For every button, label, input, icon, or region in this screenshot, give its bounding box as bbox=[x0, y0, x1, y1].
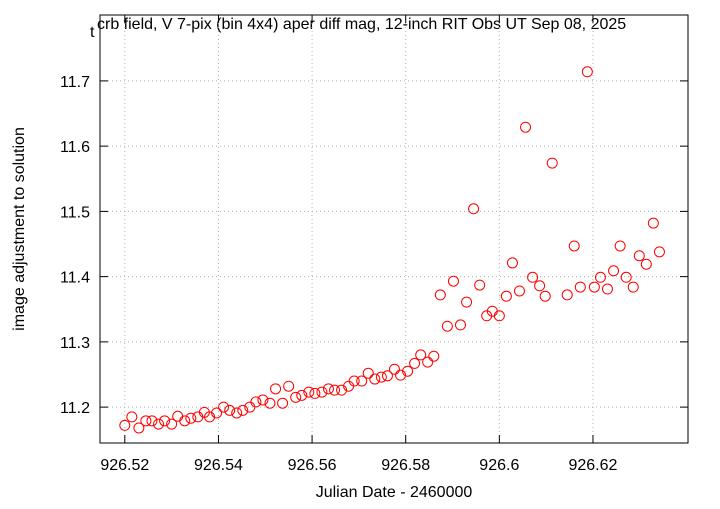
data-point bbox=[561, 289, 573, 301]
data-point bbox=[348, 375, 360, 387]
data-point bbox=[568, 240, 580, 252]
data-point bbox=[546, 157, 558, 169]
data-point bbox=[520, 121, 532, 133]
data-point bbox=[633, 250, 645, 262]
y-tick-label: 11.2 bbox=[60, 400, 90, 417]
data-point bbox=[329, 384, 341, 396]
data-point bbox=[647, 217, 659, 229]
data-point bbox=[506, 257, 518, 269]
data-point bbox=[277, 397, 289, 409]
data-point bbox=[441, 320, 453, 332]
data-point bbox=[402, 365, 414, 377]
data-point bbox=[185, 412, 197, 424]
data-point bbox=[454, 319, 466, 331]
data-point bbox=[395, 369, 407, 381]
chart-title: crb field, V 7-pix (bin 4x4) aper diff m… bbox=[97, 16, 626, 33]
y-axis-label: image adjustment to solution bbox=[11, 127, 28, 331]
x-tick-label: 926.6 bbox=[479, 457, 519, 474]
data-point bbox=[270, 383, 282, 395]
data-point bbox=[653, 246, 665, 258]
x-tick-label: 926.56 bbox=[288, 457, 337, 474]
data-point bbox=[594, 271, 606, 283]
data-point bbox=[574, 281, 586, 293]
data-point bbox=[362, 367, 374, 379]
y-tick-label: 11.5 bbox=[60, 204, 90, 221]
data-point bbox=[119, 419, 131, 431]
data-point bbox=[409, 357, 421, 369]
data-point bbox=[620, 271, 632, 283]
data-point bbox=[447, 275, 459, 287]
x-tick-label: 926.58 bbox=[381, 457, 430, 474]
data-point bbox=[211, 407, 223, 419]
data-point bbox=[434, 289, 446, 301]
data-point bbox=[581, 66, 593, 78]
data-point bbox=[250, 396, 262, 408]
data-point bbox=[296, 389, 308, 401]
plot-frame bbox=[99, 14, 689, 444]
data-point bbox=[322, 383, 334, 395]
data-point bbox=[513, 285, 525, 297]
data-point bbox=[172, 410, 184, 422]
data-point bbox=[166, 418, 178, 430]
data-point bbox=[146, 415, 158, 427]
data-point bbox=[428, 350, 440, 362]
data-point bbox=[527, 271, 539, 283]
data-point bbox=[474, 279, 486, 291]
data-point bbox=[140, 415, 152, 427]
data-point bbox=[290, 391, 302, 403]
data-point bbox=[204, 411, 216, 423]
data-point bbox=[627, 281, 639, 293]
data-point bbox=[153, 418, 165, 430]
data-point bbox=[356, 375, 368, 387]
data-point bbox=[369, 373, 381, 385]
data-point bbox=[422, 356, 434, 368]
data-point bbox=[264, 397, 276, 409]
data-point bbox=[316, 386, 328, 398]
x-tick-label: 926.52 bbox=[100, 457, 149, 474]
y-tick-label: 11.7 bbox=[60, 74, 90, 91]
data-point bbox=[224, 404, 236, 416]
x-tick-label: 926.62 bbox=[568, 457, 617, 474]
data-point bbox=[468, 203, 480, 215]
title-subscript: t bbox=[90, 24, 95, 41]
data-point bbox=[614, 240, 626, 252]
data-point bbox=[159, 415, 171, 427]
data-point bbox=[375, 371, 387, 383]
data-point bbox=[493, 310, 505, 322]
x-axis-label: Julian Date - 2460000 bbox=[316, 484, 473, 501]
data-point bbox=[237, 404, 249, 416]
data-point bbox=[303, 386, 315, 398]
y-tick-label: 11.4 bbox=[60, 270, 90, 287]
data-point bbox=[461, 296, 473, 308]
data-point bbox=[133, 422, 145, 434]
data-point bbox=[588, 281, 600, 293]
data-point bbox=[415, 349, 427, 361]
y-tick-label: 11.3 bbox=[60, 335, 90, 352]
data-point bbox=[539, 290, 551, 302]
x-tick-label: 926.54 bbox=[194, 457, 243, 474]
data-point bbox=[381, 370, 393, 382]
y-tick-label: 11.6 bbox=[60, 139, 90, 156]
data-point bbox=[283, 380, 295, 392]
data-point bbox=[640, 258, 652, 270]
data-point bbox=[608, 265, 620, 277]
data-point bbox=[601, 283, 613, 295]
data-point bbox=[309, 387, 321, 399]
data-point bbox=[388, 363, 400, 375]
data-point bbox=[257, 394, 269, 406]
data-point bbox=[231, 407, 243, 419]
data-point bbox=[126, 411, 138, 423]
data-point bbox=[336, 384, 348, 396]
data-point bbox=[534, 280, 546, 292]
data-point bbox=[179, 415, 191, 427]
data-point bbox=[500, 290, 512, 302]
data-point bbox=[218, 401, 230, 413]
